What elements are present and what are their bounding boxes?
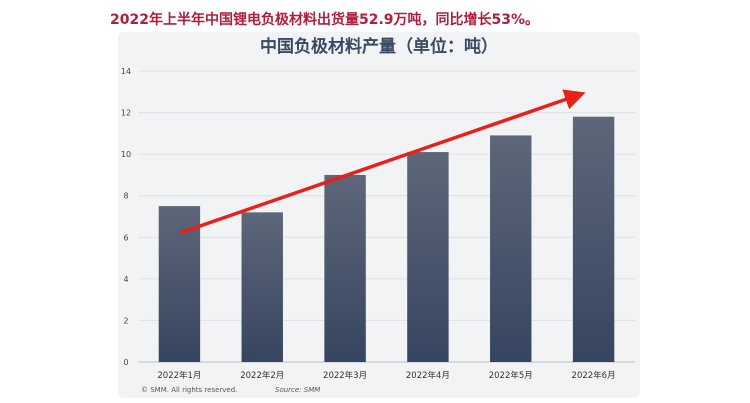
y-tick-label: 0 bbox=[123, 358, 128, 367]
x-tick-label: 2022年4月 bbox=[406, 370, 450, 381]
bar-2 bbox=[241, 212, 283, 362]
y-tick-label: 8 bbox=[123, 192, 128, 201]
bars bbox=[158, 116, 615, 362]
x-tick-label: 2022年5月 bbox=[489, 370, 533, 381]
y-tick-label: 10 bbox=[121, 150, 131, 159]
grid-lines bbox=[138, 70, 635, 363]
y-tick-label: 2 bbox=[123, 316, 128, 325]
bar-3 bbox=[324, 174, 366, 362]
trend-arrow-line bbox=[178, 89, 586, 235]
x-tick-label: 2022年1月 bbox=[157, 370, 201, 381]
copyright-text: © SMM. All rights reserved. bbox=[141, 386, 238, 394]
bar-5 bbox=[490, 135, 532, 362]
y-tick-label: 14 bbox=[121, 67, 131, 76]
chart-title: 中国负极材料产量（单位：吨） bbox=[260, 37, 498, 57]
x-tick-label: 2022年6月 bbox=[572, 370, 616, 381]
x-tick-label: 2022年2月 bbox=[240, 370, 284, 381]
bar-4 bbox=[407, 152, 449, 362]
bar-6 bbox=[572, 116, 615, 362]
x-tick-label: 2022年3月 bbox=[323, 370, 367, 381]
y-tick-label: 4 bbox=[123, 275, 128, 284]
bar-chart: 0 2 4 6 8 10 12 14 2022年1月 2022年2月 2022年3月 2022年4月… bbox=[121, 67, 635, 381]
y-tick-label: 12 bbox=[121, 109, 131, 118]
y-axis-ticks: 0 2 4 6 8 10 12 14 bbox=[121, 67, 131, 367]
source-text: Source: SMM bbox=[275, 386, 321, 394]
trend-arrow bbox=[178, 89, 586, 235]
x-axis-ticks: 2022年1月 2022年2月 2022年3月 2022年4月 2022年5月 2022年… bbox=[157, 370, 615, 381]
headline: 2022年上半年中国锂电负极材料出货量52.9万吨，同比增长53%。 bbox=[110, 12, 540, 28]
chart-card: 中国负极材料产量（单位：吨） 0 2 4 6 8 10 12 14 2022年1月 2022年2… bbox=[118, 32, 640, 398]
y-tick-label: 6 bbox=[123, 233, 128, 242]
